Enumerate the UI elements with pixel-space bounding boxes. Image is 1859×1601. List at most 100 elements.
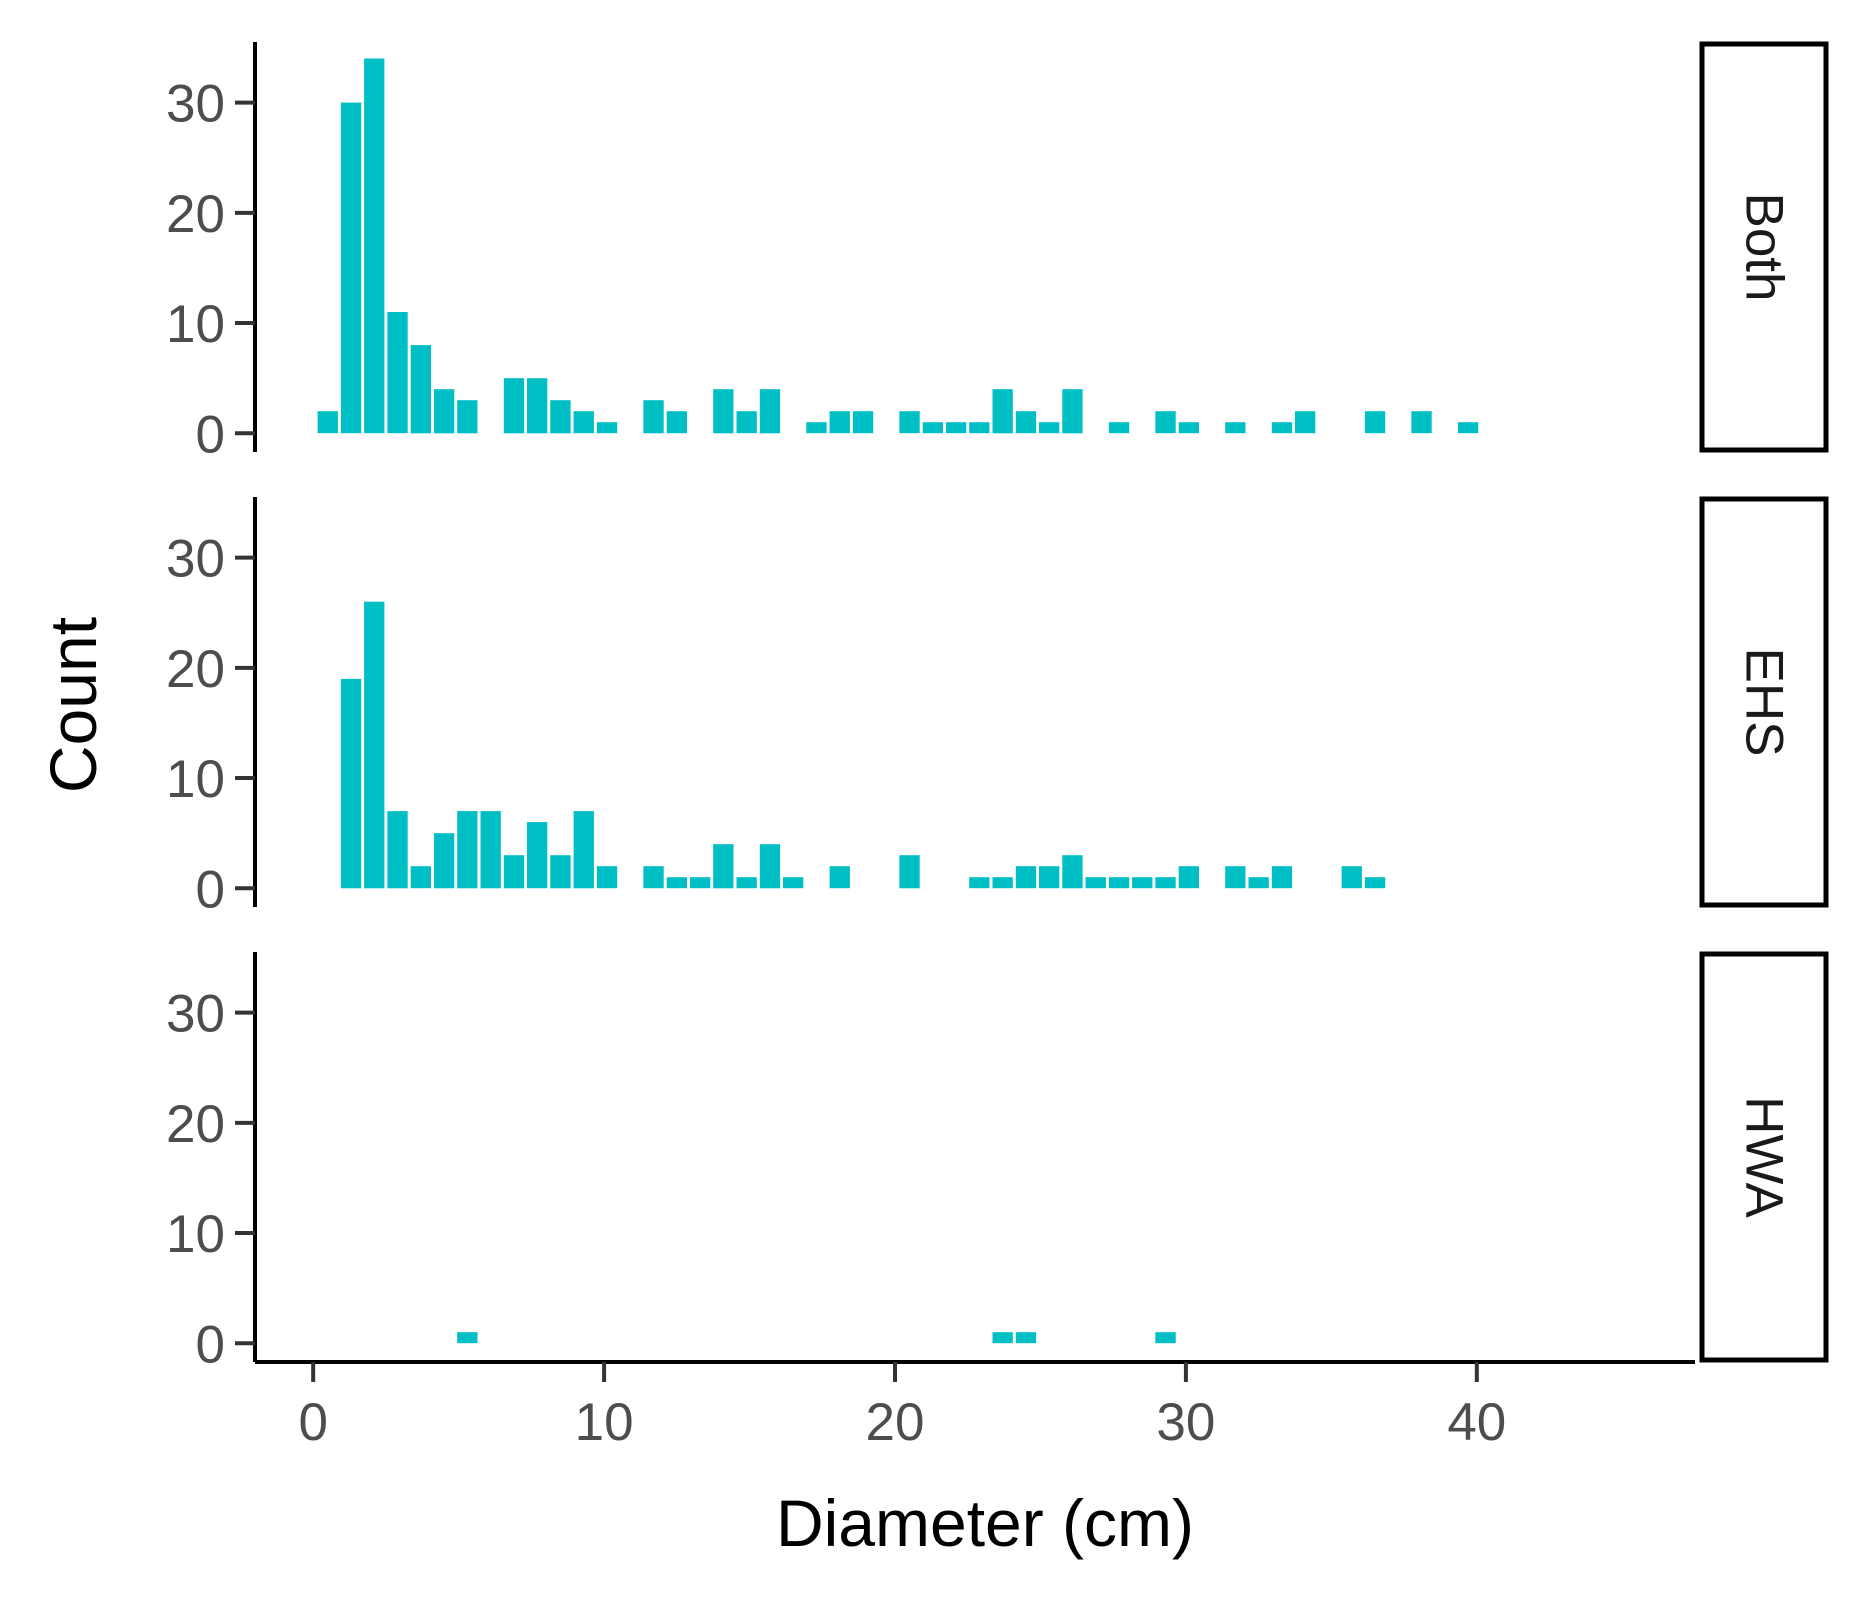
- bar: [1225, 422, 1246, 434]
- y-tick-label: 10: [166, 750, 225, 809]
- x-tick-label: 30: [1156, 1393, 1215, 1452]
- bar: [573, 411, 594, 434]
- x-tick-label: 40: [1447, 1393, 1506, 1452]
- bar: [1062, 855, 1083, 889]
- bar: [736, 877, 757, 889]
- bar: [1364, 411, 1386, 434]
- y-tick-label: 10: [166, 1205, 225, 1264]
- bar: [1085, 877, 1106, 889]
- bar: [410, 345, 431, 434]
- facet-strip-label: HWA: [1735, 1096, 1794, 1218]
- bar: [410, 866, 431, 889]
- bar: [1155, 1332, 1176, 1344]
- bar: [503, 378, 525, 434]
- bar: [713, 389, 734, 434]
- y-tick-label: 0: [196, 405, 225, 464]
- bar: [1108, 877, 1130, 889]
- bar: [1295, 411, 1316, 434]
- bar: [922, 422, 943, 434]
- bar: [1271, 422, 1293, 434]
- bar: [829, 866, 850, 889]
- bars: [457, 1332, 1176, 1344]
- bar: [666, 877, 687, 889]
- x-axis-title: Diameter (cm): [776, 1486, 1194, 1560]
- bar: [1411, 411, 1432, 434]
- bar: [457, 400, 478, 434]
- facet-strip-label: EHS: [1735, 648, 1794, 757]
- bar: [340, 102, 362, 434]
- bars: [340, 601, 1386, 889]
- y-tick-label: 10: [166, 295, 225, 354]
- facet-strip-label: Both: [1735, 192, 1794, 301]
- bar: [596, 422, 618, 434]
- y-axis-title: Count: [36, 617, 110, 793]
- bar: [457, 1332, 478, 1344]
- bar: [364, 58, 385, 434]
- bar: [434, 833, 455, 889]
- bar: [992, 1332, 1013, 1344]
- facet-strip: [1699, 41, 1829, 453]
- facet-panel-ehs: 0 10 20 30 EHS: [166, 496, 1829, 919]
- bar: [1364, 877, 1386, 889]
- bar: [1225, 866, 1246, 889]
- bar: [1248, 877, 1269, 889]
- bar: [1178, 866, 1199, 889]
- bar: [690, 877, 711, 889]
- bar: [364, 601, 385, 889]
- bars: [317, 58, 1479, 434]
- bar: [899, 855, 920, 889]
- bar: [1458, 422, 1479, 434]
- bar: [1039, 866, 1060, 889]
- bar: [969, 422, 990, 434]
- bar: [340, 678, 362, 889]
- bar: [1132, 877, 1153, 889]
- bar: [713, 844, 734, 889]
- bar: [550, 400, 571, 434]
- bar: [527, 378, 548, 434]
- y-tick-label: 0: [196, 860, 225, 919]
- bar: [503, 855, 525, 889]
- bar: [1015, 411, 1037, 434]
- bar: [550, 855, 571, 889]
- facet-panel-both: 0 10 20 30 Both: [166, 41, 1829, 464]
- facet-strip: [1699, 951, 1829, 1363]
- bar: [1039, 422, 1060, 434]
- y-tick-label: 30: [166, 75, 225, 134]
- bar: [643, 400, 664, 434]
- x-axis: 0 10 20 30 40: [255, 1360, 1695, 1452]
- bar: [1062, 389, 1083, 434]
- facet-panel-hwa: 0 10 20 30 HWA: [166, 951, 1829, 1374]
- bar: [829, 411, 850, 434]
- bar: [759, 844, 781, 889]
- x-tick-label: 20: [866, 1393, 925, 1452]
- y-tick-label: 20: [166, 640, 225, 699]
- bar: [573, 811, 594, 889]
- bar: [759, 389, 781, 434]
- bar: [852, 411, 874, 434]
- bar: [806, 422, 827, 434]
- y-tick-label: 20: [166, 185, 225, 244]
- y-tick-label: 20: [166, 1095, 225, 1154]
- bar: [1015, 1332, 1037, 1344]
- bar: [527, 822, 548, 889]
- bar: [1155, 411, 1176, 434]
- bar: [434, 389, 455, 434]
- bar: [969, 877, 990, 889]
- bar: [899, 411, 920, 434]
- bar: [387, 811, 408, 889]
- facet-panels: 0 10 20 30 Both 0 10 20 30 EHS 0 10 20 30 HWA: [166, 41, 1829, 1374]
- bar: [992, 877, 1013, 889]
- facet-strip: [1699, 496, 1829, 908]
- bar: [1271, 866, 1293, 889]
- bar: [666, 411, 687, 434]
- y-tick-label: 30: [166, 530, 225, 589]
- bar: [596, 866, 618, 889]
- bar: [992, 389, 1013, 434]
- bar: [1178, 422, 1199, 434]
- x-tick-label: 0: [298, 1393, 327, 1452]
- bar: [736, 411, 757, 434]
- bar: [457, 811, 478, 889]
- bar: [480, 811, 501, 889]
